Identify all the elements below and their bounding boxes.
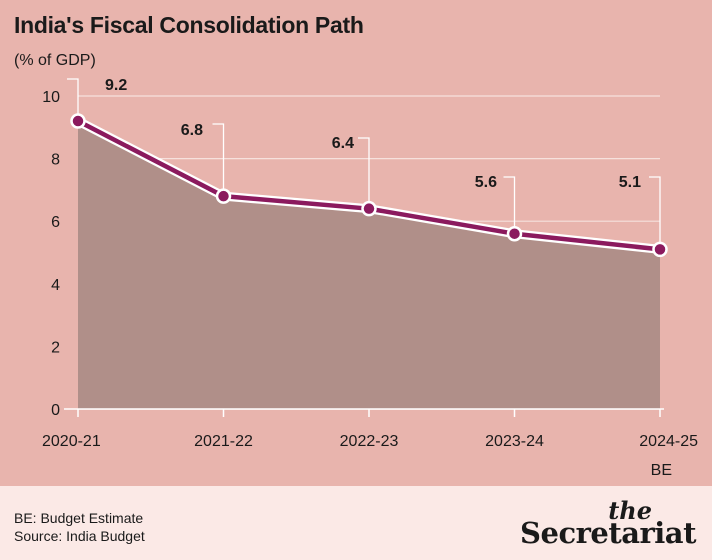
data-label: 5.1 bbox=[619, 174, 641, 191]
callout-leader bbox=[649, 176, 661, 250]
x-tick-label: 2022-23 bbox=[340, 433, 399, 450]
brand-logo-name: Secretariat bbox=[520, 516, 696, 550]
data-label: 5.6 bbox=[475, 174, 497, 191]
data-point bbox=[215, 188, 232, 204]
source-note: Source: India Budget bbox=[14, 528, 145, 544]
y-tick-label: 6 bbox=[51, 214, 60, 231]
callout-leader bbox=[212, 123, 225, 197]
callout-leader bbox=[358, 137, 370, 209]
x-tick-label: 2020-21 bbox=[42, 433, 101, 450]
y-tick-label: 8 bbox=[51, 152, 60, 169]
y-tick-label: 4 bbox=[51, 277, 60, 294]
y-tick-label: 10 bbox=[42, 89, 60, 106]
chart-title: India's Fiscal Consolidation Path bbox=[14, 12, 364, 38]
callout-leader bbox=[67, 78, 79, 122]
x-tick-sublabel: BE bbox=[651, 462, 672, 479]
footer: BE: Budget Estimate Source: India Budget… bbox=[0, 486, 712, 560]
brand-logo-the: the bbox=[608, 496, 652, 525]
chart-panel: India's Fiscal Consolidation Path (% of … bbox=[0, 0, 712, 486]
data-point bbox=[506, 225, 523, 242]
x-tick-label: 2024-25 bbox=[639, 433, 698, 450]
x-tick-label: 2021-22 bbox=[194, 433, 253, 450]
data-label: 6.8 bbox=[181, 122, 203, 139]
area-fill bbox=[78, 121, 660, 409]
y-axis-label: (% of GDP) bbox=[14, 52, 96, 69]
footnote-be: BE: Budget Estimate bbox=[14, 510, 144, 526]
data-label: 9.2 bbox=[105, 77, 127, 94]
y-tick-label: 0 bbox=[51, 402, 60, 419]
data-point bbox=[361, 200, 377, 217]
chart-svg: 0 2 4 6 8 10 2020-21 2021-22 2022-23 2023-24 2024-… bbox=[42, 77, 698, 479]
data-point bbox=[652, 241, 668, 258]
data-point bbox=[70, 113, 86, 129]
y-tick-label: 2 bbox=[51, 339, 60, 356]
callout-leader bbox=[503, 176, 516, 234]
x-tick-label: 2023-24 bbox=[485, 433, 544, 450]
data-label: 6.4 bbox=[332, 135, 354, 152]
